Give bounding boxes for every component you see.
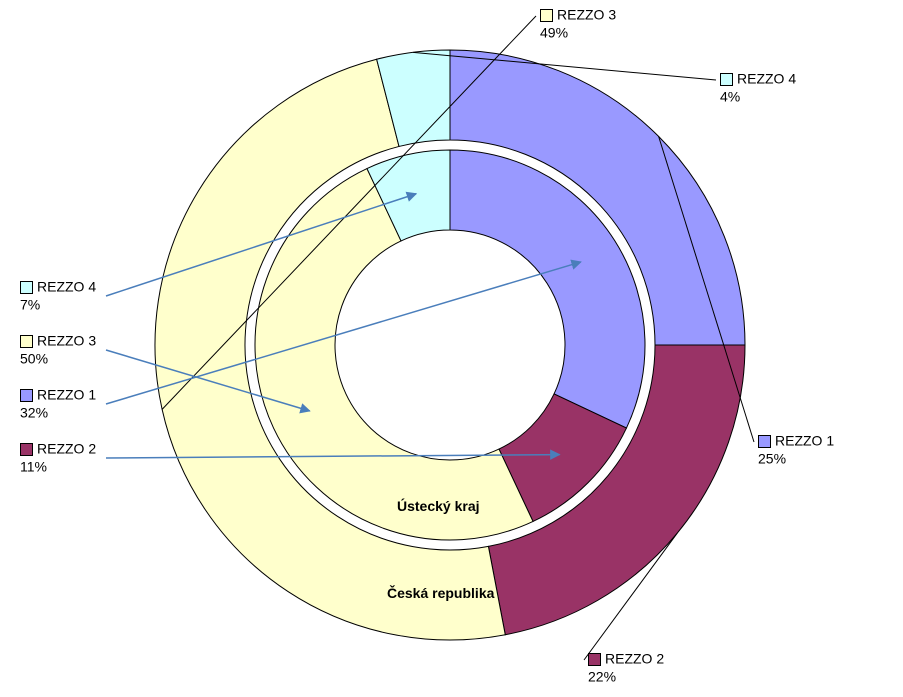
swatch-icon [20, 389, 33, 402]
label-inner-rezzo3: REZZO 3 50% [20, 332, 96, 368]
chart-stage: REZZO 1 25% REZZO 2 22% REZZO 3 49% REZZ… [0, 0, 903, 697]
swatch-icon [20, 281, 33, 294]
swatch-icon [20, 443, 33, 456]
label-inner-rezzo2: REZZO 2 11% [20, 440, 96, 476]
outer-ring [155, 50, 745, 640]
ring-title-outer: Česká republika [387, 585, 494, 603]
swatch-icon [758, 435, 771, 448]
inner-ring [255, 150, 645, 540]
swatch-icon [540, 9, 553, 22]
label-outer-rezzo4: REZZO 4 4% [720, 70, 796, 106]
label-inner-rezzo4: REZZO 4 7% [20, 278, 96, 314]
label-outer-rezzo3: REZZO 3 49% [540, 6, 616, 42]
label-inner-rezzo1: REZZO 1 32% [20, 386, 96, 422]
swatch-icon [20, 335, 33, 348]
label-outer-rezzo1: REZZO 1 25% [758, 432, 834, 468]
swatch-icon [588, 653, 601, 666]
label-outer-rezzo2: REZZO 2 22% [588, 650, 664, 686]
swatch-icon [720, 73, 733, 86]
ring-title-inner: Ústecký kraj [397, 498, 480, 516]
